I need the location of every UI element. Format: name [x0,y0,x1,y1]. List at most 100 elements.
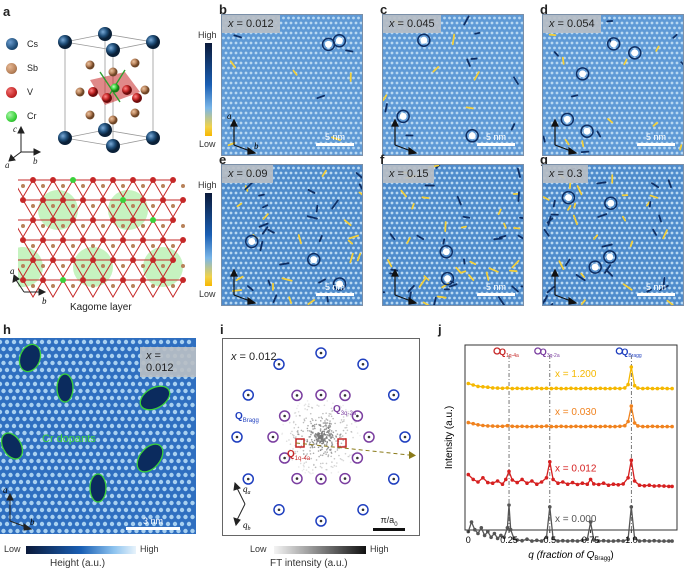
colorbar-top-high: High [198,30,217,40]
series-0-point-5 [491,386,495,390]
series-1-point-3 [481,424,485,428]
series-1-point-13 [530,425,534,429]
series-0-point-32 [623,386,627,390]
series-1-point-35 [633,421,637,425]
series-0-point-26 [594,387,598,391]
crystal-structure [45,20,185,170]
series-2-point-1 [471,478,475,482]
series-0-point-36 [636,386,640,390]
series-3-point-29 [576,539,580,543]
series-3-point-48 [662,539,666,543]
series-label-3: x = 0.000 [555,514,597,525]
series-3-point-2 [473,528,477,532]
series-3-point-17 [520,539,524,543]
series-2-point-29 [597,483,601,487]
series-3-point-4 [480,526,484,530]
series-1-point-41 [661,425,665,429]
series-2-point-3 [481,476,485,480]
series-3-point-3 [476,532,480,536]
series-1-point-42 [665,425,669,429]
series-0-point-12 [525,387,529,391]
series-1-point-5 [491,424,495,428]
marker-label-0: Q1q-4a [499,347,519,359]
series-0-point-39 [651,387,655,391]
series-0-point-8 [506,386,510,390]
series-0-point-4 [486,385,490,389]
series-0-point-37 [641,387,645,391]
series-2-point-30 [602,481,606,485]
series-3-point-25 [556,539,560,543]
kagome-axis-a: a [10,266,15,276]
series-0-point-10 [515,387,519,391]
series-1-point-26 [594,425,598,429]
series-2-point-15 [535,482,539,486]
panel-b-axes: ab [226,105,266,155]
series-3-point-1 [470,520,474,524]
series-1-point-24 [584,425,588,429]
legend-label-v: V [27,87,33,97]
series-0-point-27 [599,387,603,391]
series-2-point-27 [589,478,593,482]
series-0-point-11 [520,387,524,391]
panel-i-colorbar-low: Low [250,544,267,554]
panel-h-colorbar [26,546,136,554]
panel-i-doping-tag: x = 0.012 [231,351,277,363]
series-2-point-41 [652,484,656,488]
series-0-point-28 [603,387,607,391]
panel-c-doping-tag: x = 0.045 [383,15,441,33]
series-0-point-3 [481,385,485,389]
series-3-point-43 [638,539,642,543]
series-1-point-28 [603,425,607,429]
series-0-point-0 [467,382,471,386]
panel-i-bragg-label: QBragg [235,411,259,424]
series-1-point-21 [569,425,573,429]
series-1-point-29 [608,425,612,429]
series-2-point-14 [530,479,534,483]
marker-label-2: QBragg [621,347,642,359]
series-3-point-50 [670,539,674,543]
series-0-point-21 [569,387,573,391]
panel-i-scalebar: π/a0 [373,515,405,531]
sb-atom-icon [6,63,17,74]
panel-h-axes: a b [2,483,47,533]
panel-b-scalebar: 5 nm [316,132,354,146]
legend-label-sb: Sb [27,63,38,73]
panel-d-axes [547,105,587,155]
colorbar-mid-low: Low [199,289,216,299]
kagome-axis-b: b [42,296,47,306]
axis-c-label: c [13,124,17,134]
series-1-point-6 [496,425,500,429]
series-0-point-40 [656,387,660,391]
series-2-point-23 [571,481,575,485]
crystal-axes: c a b [5,118,45,168]
xtick-label-4: 1.0 [625,535,638,545]
panel-h-scalebar: 3 nm [126,516,180,530]
colorbar-mid-high: High [198,180,217,190]
panel-b-axis-b: b [254,141,259,151]
series-1-point-20 [564,425,568,429]
series-1-point-39 [651,425,655,429]
series-2-point-4 [486,481,490,485]
series-0-point-17 [550,387,554,391]
panel-e-axes [226,255,266,305]
series-2-point-31 [607,483,611,487]
series-2-point-10 [511,478,515,482]
legend-label-cs: Cs [27,39,38,49]
y-axis-label: Intensity (a.u.) [444,406,455,469]
series-2-point-35 [626,476,630,480]
series-2-point-11 [515,481,519,485]
panel-h-doping-tag: x = 0.012 [140,347,196,377]
series-3-point-9 [496,537,500,541]
stm-image-g: x = 0.3 5 nm [542,164,684,306]
series-2-point-6 [496,479,500,483]
series-2-point-40 [648,483,652,487]
series-3-point-38 [617,539,621,543]
series-0-point-30 [613,387,617,391]
series-3-point-19 [530,539,534,543]
series-1-point-7 [501,425,505,429]
series-2-point-34 [621,482,625,486]
series-0-point-19 [559,387,563,391]
series-2-point-16 [540,480,544,484]
series-2-point-8 [504,478,508,482]
panel-label-a: a [3,4,10,19]
